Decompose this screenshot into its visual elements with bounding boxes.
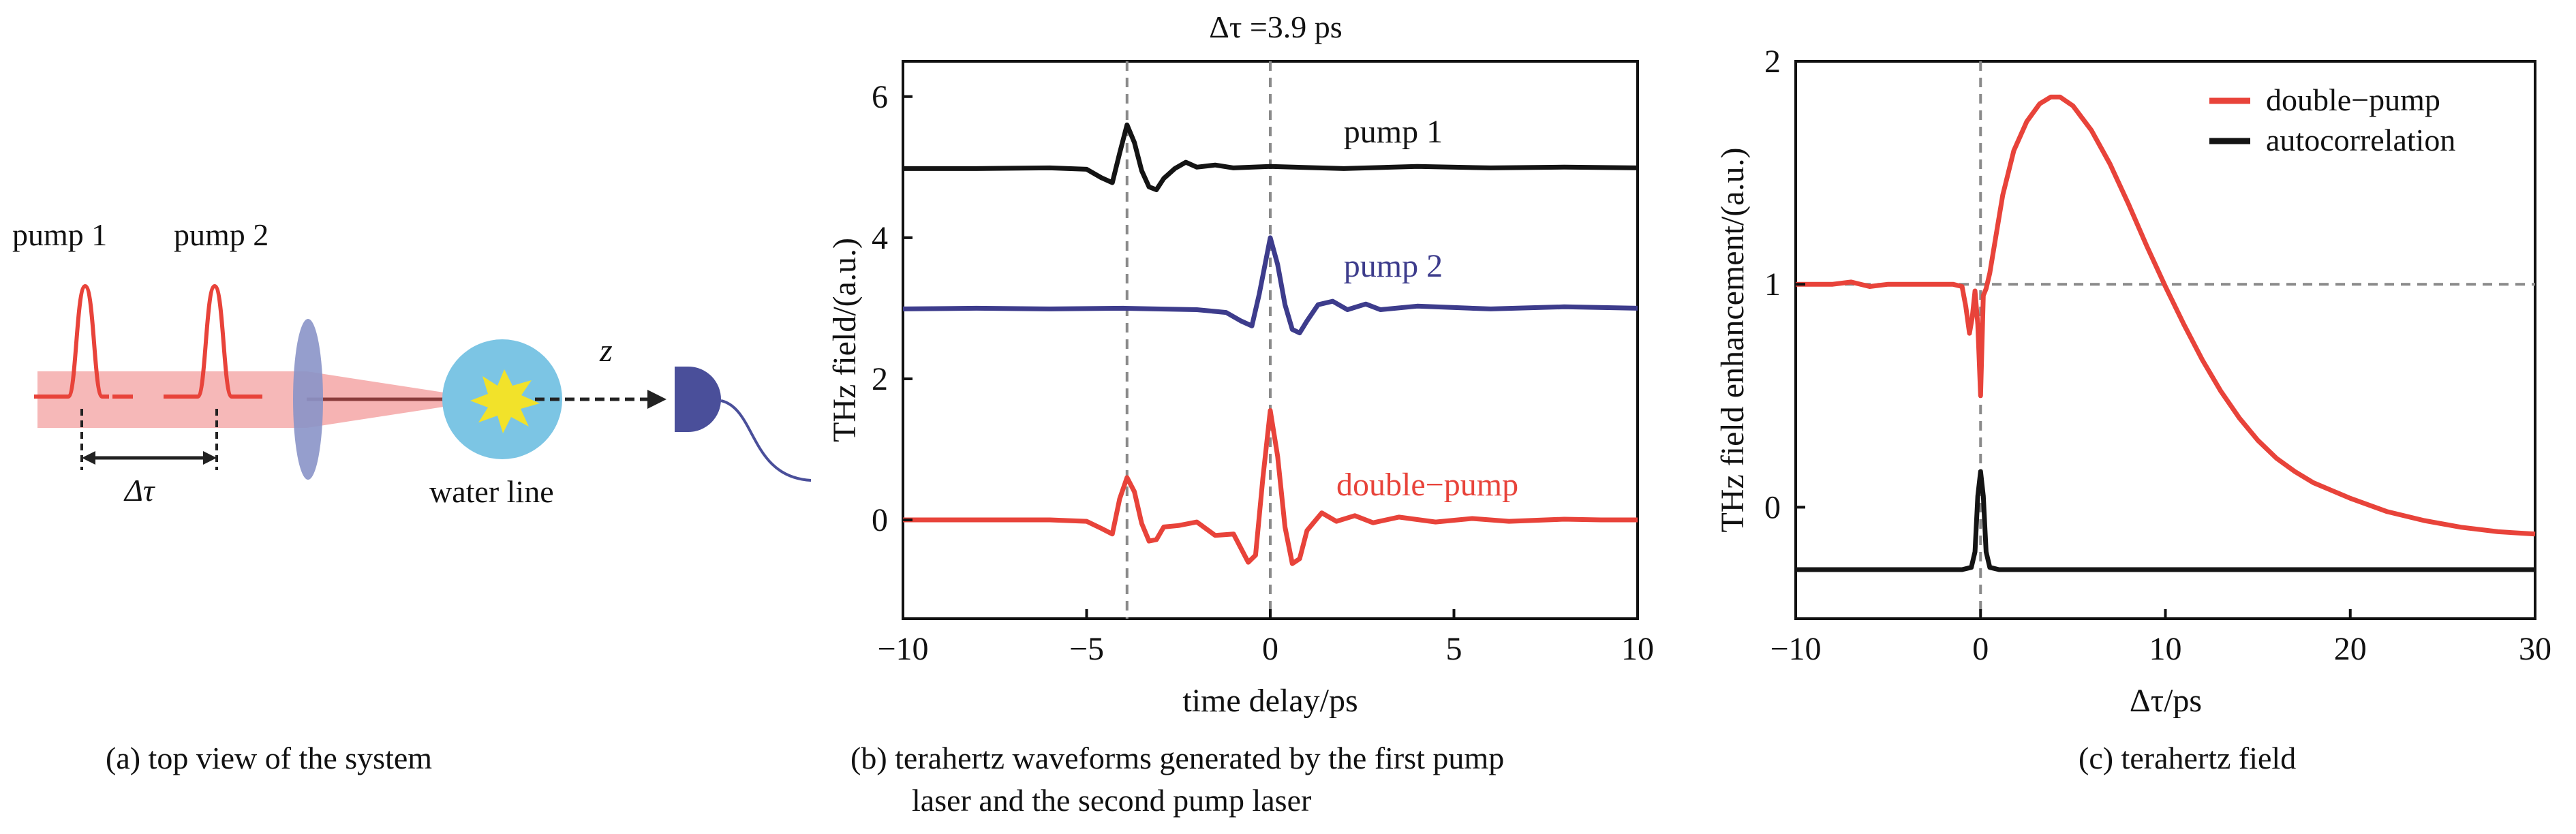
- panel-b-title: Δτ =3.9 ps: [1209, 10, 1342, 44]
- pump2-pulse: [164, 283, 262, 399]
- panel-c-chart: −10 0 10 20 30 0 1 2 double−pump autocorrelati…: [1715, 44, 2551, 775]
- thz-arrow-head: [647, 390, 666, 409]
- panel-a-schematic: pump 1 pump 2 Δτ z water line (a) top vi…: [12, 217, 812, 775]
- y-tick-label: 2: [872, 361, 888, 397]
- focusing-lens: [293, 319, 323, 480]
- panel-b-caption-line2: laser and the second pump laser: [912, 783, 1311, 818]
- panel-c-caption: (c) terahertz field: [2079, 741, 2296, 775]
- panel-c-ylabel: THz field enhancement/(a.u.): [1715, 147, 1751, 532]
- panel-c-xlabel: Δτ/ps: [2130, 683, 2202, 719]
- pump1-pulse: [34, 283, 109, 399]
- panel-b-ylabel: THz field/(a.u.): [827, 238, 863, 442]
- panel-b-chart: Δτ =3.9 ps −10 −5 0 5 10 0 2 4 6 pump 1 pump 2 do…: [827, 10, 1654, 818]
- x-tick-label: 20: [2334, 631, 2367, 667]
- detector: [675, 367, 721, 432]
- panel-a-caption: (a) top view of the system: [106, 741, 432, 775]
- series-line-double-pump: [1796, 94, 2536, 537]
- x-tick-label: 10: [2149, 631, 2182, 667]
- panel-b-xlabel: time delay/ps: [1182, 683, 1358, 719]
- y-tick-label: 4: [872, 220, 888, 256]
- plasma-spark: [470, 369, 540, 433]
- legend-label-double-pump: double−pump: [2266, 82, 2440, 117]
- series-label-pump-2: pump 2: [1344, 248, 1443, 284]
- delay-arrow-head-right: [203, 451, 217, 465]
- x-tick-label: −10: [1770, 631, 1821, 667]
- x-tick-label: 10: [1621, 631, 1654, 667]
- pump1-label: pump 1: [12, 217, 107, 252]
- x-tick-label: 30: [2519, 631, 2551, 667]
- panel-c-legend: double−pump autocorrelation: [2209, 82, 2455, 157]
- y-tick-label: 6: [872, 79, 888, 115]
- y-tick-label: 0: [1764, 489, 1781, 525]
- x-tick-label: −5: [1069, 631, 1104, 667]
- x-tick-label: 0: [1262, 631, 1278, 667]
- x-tick-label: −10: [877, 631, 928, 667]
- x-tick-label: 5: [1446, 631, 1462, 667]
- series-line-pump-1: [903, 122, 1638, 192]
- detector-cable: [720, 399, 812, 482]
- legend-label-autocorrelation: autocorrelation: [2266, 123, 2455, 157]
- pump2-label: pump 2: [174, 217, 269, 252]
- series-label-pump-1: pump 1: [1344, 114, 1443, 150]
- series-label-double-pump: double−pump: [1336, 467, 1518, 503]
- series-line-pump-2: [902, 235, 1638, 336]
- x-tick-label: 0: [1972, 631, 1989, 667]
- water-line-label: water line: [429, 474, 554, 509]
- y-tick-label: 2: [1764, 44, 1781, 80]
- laser-beam: [37, 371, 307, 428]
- delay-arrow-head-left: [82, 451, 95, 465]
- delay-label: Δτ: [123, 473, 155, 508]
- panel-b-caption-line1: (b) terahertz waveforms generated by the…: [850, 741, 1504, 775]
- series-line-autocorrelation: [1796, 469, 2535, 572]
- y-tick-label: 0: [872, 502, 888, 538]
- z-axis-label: z: [599, 333, 613, 369]
- y-tick-label: 1: [1764, 266, 1781, 303]
- series-line-double-pump: [903, 408, 1638, 566]
